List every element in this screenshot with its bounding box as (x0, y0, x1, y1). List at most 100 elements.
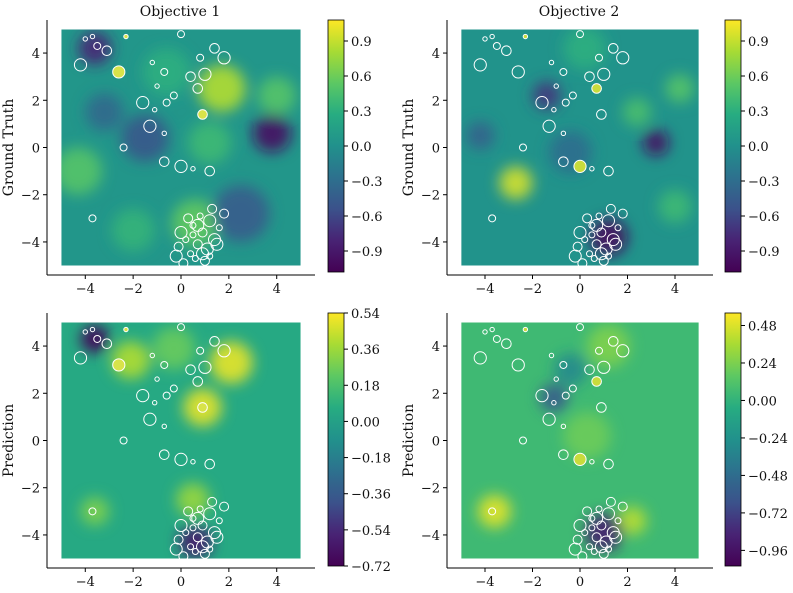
scatter-point (161, 423, 167, 430)
scatter-point (609, 237, 623, 251)
scatter-point (588, 524, 596, 532)
scatter-point (199, 255, 210, 266)
scatter-point (597, 67, 611, 81)
y-axis-label: Ground Truth (401, 99, 417, 196)
scatter-point (192, 83, 204, 94)
scatter-point (217, 51, 231, 65)
heatmap-blob (178, 525, 213, 559)
colorbar-tick-label: 0.48 (748, 319, 777, 334)
scatter-point (197, 109, 208, 120)
scatter-point (589, 166, 595, 172)
scatter-point (603, 458, 614, 470)
scatter-point (143, 119, 157, 133)
y-tick-label: 0 (432, 142, 440, 157)
colorbar-tick-label: −0.9 (351, 245, 383, 260)
scatter-point (488, 507, 497, 516)
scatter-point (204, 458, 216, 470)
x-tick-label: 0 (177, 282, 185, 297)
scatter-point (89, 326, 96, 333)
scatter-point (576, 30, 584, 39)
scatter-point (551, 400, 557, 406)
scatter-point (196, 505, 204, 513)
x-tick-label: −4 (76, 282, 95, 297)
colorbar-tick-label: −0.6 (748, 210, 780, 225)
scatter-point (101, 45, 113, 56)
scatter-point (192, 376, 204, 387)
colorbar-gradient (724, 19, 742, 273)
colorbar-tick-label: −0.72 (351, 560, 391, 575)
scatter-point (522, 326, 529, 333)
scatter-point (143, 412, 157, 426)
y-axis-label: Prediction (1, 404, 17, 477)
x-tick-label: −4 (475, 282, 494, 297)
scatter-point (119, 143, 128, 152)
y-axis-label: Ground Truth (1, 99, 17, 196)
scatter-point (597, 360, 611, 374)
scatter-point (210, 530, 224, 544)
scatter-point (177, 30, 185, 39)
chart-panel-4: −4 −2 0 2 4−4−2024Prediction−0.96−0.72−0.48−… (401, 312, 788, 590)
scatter-point (614, 224, 622, 232)
y-tick-label: 0 (432, 435, 440, 450)
scatter-point (88, 507, 97, 516)
heatmap-blob (142, 48, 191, 96)
scatter-point (590, 511, 604, 525)
scatter-point (169, 384, 178, 393)
heatmap-blob (532, 81, 561, 110)
scatter-point (591, 532, 602, 543)
scatter-point (596, 402, 607, 413)
y-tick-label: −4 (421, 236, 440, 251)
colorbar-tick-label: 0.3 (351, 105, 372, 120)
colorbar-tick-label: 0.9 (351, 35, 372, 50)
scatter-point (605, 203, 616, 214)
heatmap-blob (563, 412, 611, 460)
heatmap-blob (111, 208, 155, 252)
scatter-point (119, 436, 128, 445)
y-tick-label: −4 (21, 236, 40, 251)
scatter-point (603, 165, 614, 177)
scatter-point (511, 65, 525, 79)
y-tick-label: −2 (421, 189, 440, 204)
scatter-point (572, 534, 583, 545)
scatter-point (616, 344, 630, 358)
scatter-point (535, 389, 549, 403)
scatter-point (596, 109, 607, 120)
scatter-point (215, 517, 223, 525)
colorbar-tick-label: −0.54 (351, 524, 391, 539)
heatmap-blob (197, 64, 246, 113)
scatter-point (519, 436, 527, 445)
scatter-point (192, 532, 203, 543)
scatter-point (187, 543, 195, 551)
scatter-point (73, 58, 88, 72)
scatter-point (93, 41, 102, 50)
scatter-point (158, 156, 170, 167)
scatter-point (162, 98, 171, 107)
scatter-point (183, 213, 194, 224)
scatter-point (160, 67, 169, 76)
scatter-point (614, 517, 622, 525)
scatter-point (573, 452, 587, 466)
scatter-point (219, 208, 230, 219)
scatter-point (617, 208, 628, 219)
colorbar-tick-label: −0.36 (351, 488, 391, 503)
heatmap-blob (477, 494, 512, 528)
scatter-point (162, 391, 171, 400)
scatter-point (548, 59, 555, 66)
colorbar-tick-label: 0.0 (748, 140, 769, 155)
scatter-point (209, 43, 220, 54)
x-tick-label: 2 (225, 282, 233, 297)
x-tick-label: −2 (124, 575, 143, 590)
x-tick-label: −2 (523, 575, 542, 590)
y-tick-label: −4 (421, 529, 440, 544)
y-tick-label: −2 (21, 482, 40, 497)
heatmap-blob (61, 147, 103, 195)
colorbar-tick-label: 0.6 (351, 70, 372, 85)
scatter-point (169, 91, 178, 100)
scatter-point (207, 496, 218, 507)
scatter-point (561, 98, 570, 107)
scatter-point (123, 33, 129, 40)
scatter-point (173, 241, 184, 252)
scatter-point (173, 534, 184, 545)
scatter-point (189, 524, 197, 532)
scatter-point (196, 346, 205, 355)
